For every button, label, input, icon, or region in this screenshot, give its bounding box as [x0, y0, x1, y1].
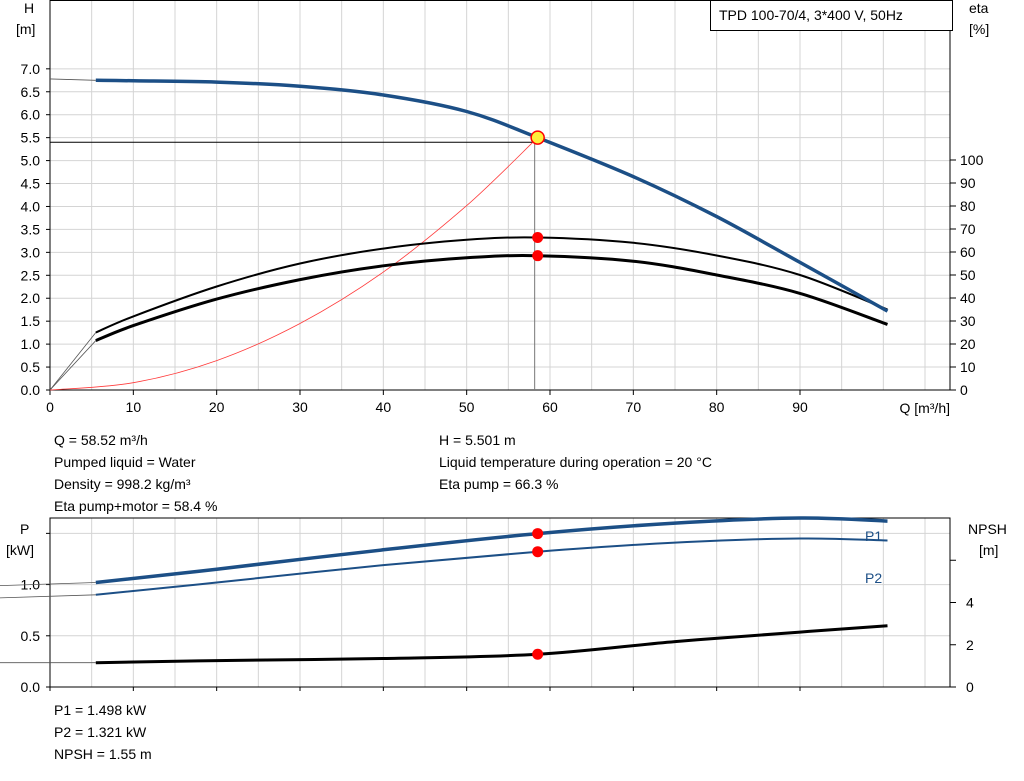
x-tick-label: 70 [626, 399, 642, 415]
info-liquid: Pumped liquid = Water [54, 454, 196, 470]
y-tick-label: 3.0 [21, 244, 41, 260]
x-tick-label: 50 [459, 399, 475, 415]
y-right-tick-label: 40 [960, 290, 976, 306]
x-tick-label: 0 [46, 399, 54, 415]
p2-marker [532, 546, 544, 558]
y-right-tick-label: 0 [966, 679, 974, 695]
y-tick-label: 1.5 [21, 313, 41, 329]
x-tick-label: 60 [542, 399, 558, 415]
x-tick-label: 80 [709, 399, 725, 415]
p1-curve [95, 516, 888, 585]
info-p2: P2 = 1.321 kW [54, 724, 147, 740]
x-tick-label: 30 [292, 399, 308, 415]
eta-pump-extension [49, 332, 97, 391]
chart-title: TPD 100-70/4, 3*400 V, 50Hz [719, 7, 903, 23]
head-efficiency-plot: 0.0 0.5 1.0 1.5 2.0 2.5 3.0 3.5 4.0 4.5 5.0 5.5 6.0 6… [16, 0, 989, 416]
info-bottom: P1 = 1.498 kW P2 = 1.321 kW NPSH = 1.55 … [54, 699, 152, 765]
y-tick-label: 1.0 [21, 336, 41, 352]
y-tick-label: 6.5 [21, 84, 41, 100]
info-h: H = 5.501 m [439, 432, 516, 448]
x-tick-label: 10 [126, 399, 142, 415]
npsh-curve [95, 624, 888, 665]
y-right-tick-label: 0 [960, 382, 968, 398]
y-tick-label: 7.0 [21, 61, 41, 77]
p2-extension [0, 594, 96, 599]
y-right-tick-label: 100 [960, 152, 984, 168]
y-right-tick-label: 90 [960, 175, 976, 191]
y-right-axis-label-name: NPSH [968, 521, 1007, 537]
y-right-tick-label: 80 [960, 198, 976, 214]
y-tick-label: 3.5 [21, 221, 41, 237]
info-eta-pump: Eta pump = 66.3 % [439, 476, 559, 492]
y-axis-label-name: H [24, 0, 34, 16]
info-q: Q = 58.52 m³/h [54, 432, 148, 448]
x-tick-label: 20 [209, 399, 225, 415]
y-right-tick-label: 2 [966, 637, 974, 653]
y-right-tick-label: 4 [966, 595, 974, 611]
y-axis-label-unit: [m] [16, 21, 35, 37]
y-tick-label: 2.5 [21, 267, 41, 283]
y-tick-label: 0.0 [21, 679, 41, 695]
npsh-marker [532, 648, 544, 660]
y-axis-label-name: P [20, 521, 29, 537]
info-top-left: Q = 58.52 m³/h Pumped liquid = Water Den… [54, 429, 217, 517]
p1-marker [532, 528, 544, 540]
y-right-tick-label: 10 [960, 359, 976, 375]
eta-total-extension [49, 340, 97, 391]
info-density: Density = 998.2 kg/m³ [54, 476, 191, 492]
y-right-axis-label-name: eta [969, 0, 989, 16]
plot-border [49, 0, 951, 391]
y-tick-label: 5.0 [21, 153, 41, 169]
info-npsh: NPSH = 1.55 m [54, 746, 152, 762]
info-top-right: H = 5.501 m Liquid temperature during op… [439, 429, 712, 495]
x-tick-label: 90 [792, 399, 808, 415]
eta-total-marker [532, 250, 544, 262]
y-tick-label: 5.5 [21, 130, 41, 146]
h-curve-extension [49, 78, 96, 81]
eta-total-curve [95, 254, 888, 342]
y-tick-label: 6.0 [21, 107, 41, 123]
info-p1: P1 = 1.498 kW [54, 702, 147, 718]
y-right-tick-label: 60 [960, 244, 976, 260]
p1-series-label: P1 [865, 528, 882, 544]
y-right-tick-label: 70 [960, 221, 976, 237]
y-tick-label: 2.0 [21, 290, 41, 306]
operating-point-marker [530, 130, 545, 145]
y-right-tick-label: 50 [960, 267, 976, 283]
y-right-tick-label: 20 [960, 336, 976, 352]
p2-curve [95, 537, 888, 596]
p2-series-label: P2 [865, 570, 882, 586]
y-tick-label: 0.0 [21, 382, 41, 398]
x-tick-label: 40 [376, 399, 392, 415]
y-tick-label: 0.5 [21, 628, 41, 644]
info-temperature: Liquid temperature during operation = 20… [439, 454, 712, 470]
y-tick-label: 4.5 [21, 176, 41, 192]
y-right-tick-label: 30 [960, 313, 976, 329]
y-tick-label: 4.0 [21, 198, 41, 214]
system-curve [49, 137, 538, 391]
eta-pump-curve [95, 236, 888, 334]
chart-title-box: TPD 100-70/4, 3*400 V, 50Hz [710, 0, 953, 31]
y-axis-label-unit: [kW] [6, 542, 34, 558]
eta-pump-marker [532, 232, 544, 244]
x-axis-label: Q [m³/h] [899, 400, 950, 416]
y-tick-label: 0.5 [21, 359, 41, 375]
y-right-axis-label-unit: [%] [969, 21, 989, 37]
p1-extension [0, 582, 96, 586]
y-right-axis-label-unit: [m] [979, 542, 998, 558]
head-curve [95, 78, 889, 313]
info-eta-total: Eta pump+motor = 58.4 % [54, 498, 218, 514]
